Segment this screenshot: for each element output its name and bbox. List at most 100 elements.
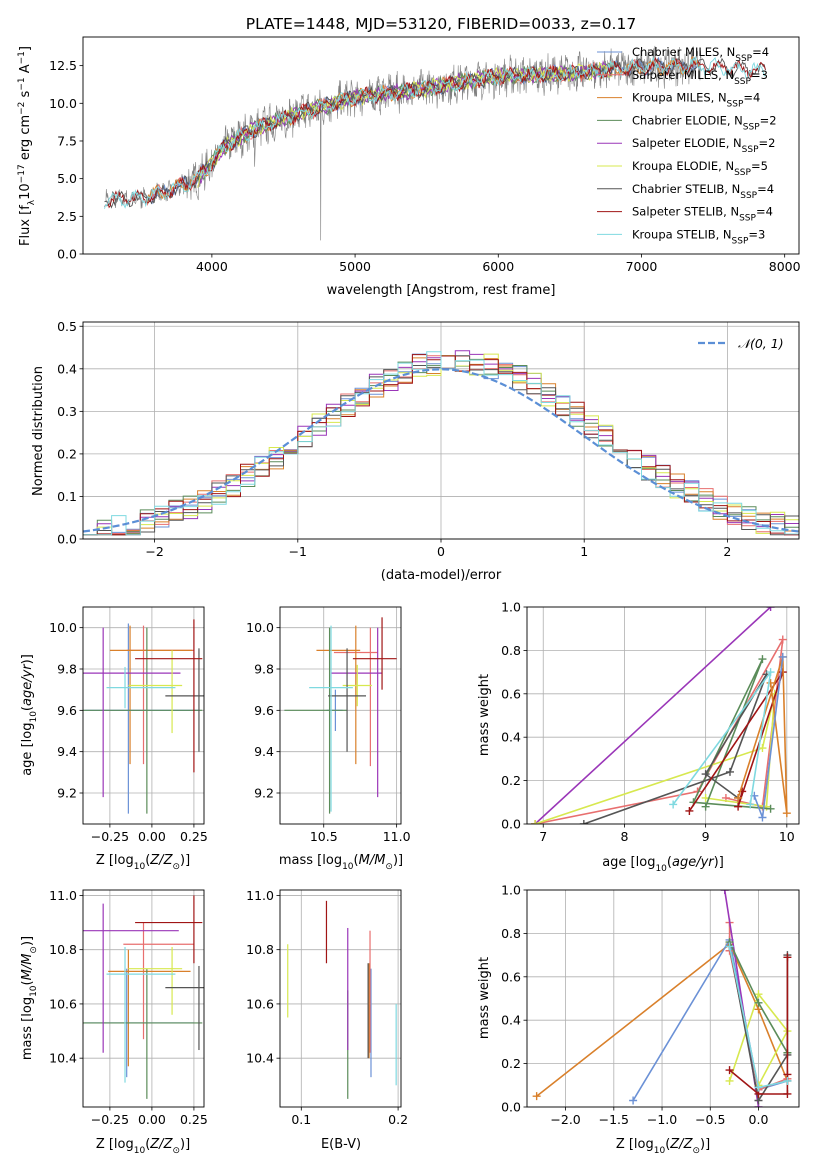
- errorbar-chabrier_stelib: [328, 648, 367, 752]
- label-part: erg cm: [18, 115, 33, 164]
- x-tick-label: 0.00: [138, 1112, 166, 1127]
- label-part: =4: [757, 182, 774, 196]
- data-point: [783, 1076, 792, 1085]
- label-part: age/yr: [20, 663, 35, 706]
- y-axis-label: Normed distribution: [31, 366, 46, 496]
- data-point: [746, 800, 755, 809]
- x-tick-label: 6000: [482, 259, 514, 274]
- label-part: 10: [134, 862, 146, 872]
- x-tick-label: −0.25: [91, 829, 129, 844]
- errorbar-kroupa_elodie: [128, 946, 183, 1015]
- label-part: ]: [18, 46, 33, 51]
- label-part: (: [145, 1137, 150, 1152]
- data-point: [725, 767, 734, 776]
- y-axis-label: mass weight: [477, 957, 492, 1039]
- y-tick-label: 9.6: [254, 703, 274, 718]
- ticks: 4000 5000 6000 7000 8000 0.0 2.5 5.0 7.5 10.0 12.5: [49, 58, 800, 274]
- label-part: Chabrier ELODIE, N: [632, 113, 743, 127]
- label-part: 10: [342, 862, 354, 872]
- label-part: =4: [756, 205, 773, 219]
- figure-title: PLATE=1448, MJD=53120, FIBERID=0033, z=0…: [246, 15, 636, 33]
- errorbar-chabrier_elodie: [284, 627, 348, 814]
- label-part: ⊙: [29, 946, 39, 954]
- x-tick-label: 1: [580, 544, 588, 559]
- axes-background: [527, 607, 799, 824]
- plot-area: [531, 607, 791, 824]
- axes-frame: [526, 889, 800, 1108]
- y-tick-label: 0.2: [57, 446, 77, 461]
- normal-curve: [83, 368, 799, 533]
- label-part: −2: [17, 102, 27, 115]
- x-tick-label: 0.00: [138, 829, 166, 844]
- data-point: [701, 770, 710, 779]
- label-part: 10: [18, 183, 33, 200]
- y-axis-label: age [log10(age/yr)]: [20, 654, 39, 776]
- label-part: λ: [27, 199, 37, 205]
- y-tick-label: 0.0: [501, 817, 521, 832]
- label-part: )]: [180, 1137, 190, 1152]
- grid: [280, 607, 401, 824]
- label-part: =4: [743, 91, 760, 105]
- label-part: (: [354, 853, 359, 868]
- data-point: [783, 953, 792, 962]
- x-axis-label: E(B-V): [321, 1137, 361, 1152]
- legend-entry: Chabrier STELIB, NSSP=4: [632, 182, 774, 201]
- errorbar-salpeter_elodie: [331, 627, 383, 798]
- label-part: (: [20, 980, 35, 985]
- axes-frame: [82, 889, 205, 1108]
- y-axis-label: Flux [fλ10−17 erg cm−2 s−1 A−1]: [17, 46, 37, 246]
- plot-area: [83, 619, 204, 814]
- label-part: )]: [20, 654, 35, 664]
- label-part: Z/Z: [149, 853, 173, 868]
- y-tick-label: 0.8: [501, 643, 521, 658]
- plot-area: [83, 350, 799, 536]
- label-part: 10: [29, 985, 39, 997]
- label-part: −17: [17, 164, 27, 183]
- y-tick-label: 1.0: [501, 883, 521, 898]
- x-tick-label: 0: [437, 544, 445, 559]
- ticks: 7 8 9 10 0.0 0.2 0.4 0.6 0.8 1.0: [501, 600, 795, 845]
- data-point: [766, 678, 775, 687]
- errorbar-kroupa_stelib: [309, 625, 353, 812]
- errorbar-salpeter_stelib: [135, 619, 203, 773]
- errorbar-salpeter_stelib: [352, 617, 397, 690]
- x-tick-label: −1.0: [647, 1112, 677, 1127]
- plot-area: [104, 45, 766, 241]
- label-part: (: [667, 855, 672, 870]
- y-tick-label: 10.8: [49, 942, 77, 957]
- data-point: [734, 793, 743, 802]
- label-part: age [log: [20, 723, 35, 776]
- x-tick-label: 4000: [196, 259, 228, 274]
- data-point: [734, 802, 743, 811]
- label-part: wavelength [Angstrom, rest frame]: [327, 283, 556, 298]
- label-part: (: [665, 1137, 670, 1152]
- legend-entry: Kroupa MILES, NSSP=4: [632, 91, 760, 110]
- y-tick-label: 9.4: [254, 744, 274, 759]
- x-axis-label: wavelength [Angstrom, rest frame]: [327, 283, 556, 298]
- axes-frame: [82, 321, 800, 540]
- x-tick-label: 7000: [626, 259, 658, 274]
- axes-mass_weight_vs_Z: −2.0 −1.5 −1.0 −0.5 0.0 0.0 0.2 0.4 0.6 0.8 1.0 Z […: [477, 883, 800, 1156]
- ticks: −0.25 0.00 0.25 9.2 9.4 9.6 9.8 10.0: [49, 620, 208, 844]
- plot-area: [284, 617, 397, 814]
- y-tick-label: 9.8: [254, 662, 274, 677]
- data-point: [531, 820, 540, 824]
- x-tick-label: 0.25: [180, 829, 208, 844]
- data-point: [783, 1089, 792, 1098]
- series-line: [536, 943, 789, 1097]
- label-part: ⊙: [172, 862, 180, 872]
- legend-entry: Salpeter STELIB, NSSP=4: [632, 205, 773, 224]
- y-tick-label: 0.6: [501, 686, 521, 701]
- data-point: [701, 802, 710, 811]
- label-part: SSP: [739, 214, 756, 224]
- x-tick-label: −1.5: [599, 1112, 629, 1127]
- label-part: =3: [748, 227, 765, 241]
- x-axis-label: Z [log10(Z/Z⊙)]: [96, 853, 190, 872]
- label-part: ⊙: [692, 1146, 700, 1156]
- label-part: A: [18, 64, 33, 77]
- series-salpeter_stelib: [725, 953, 792, 1098]
- x-tick-label: 0.25: [180, 1112, 208, 1127]
- ticks: −0.25 0.00 0.25 10.4 10.6 10.8 11.0: [49, 888, 208, 1127]
- label-part: )]: [393, 853, 403, 868]
